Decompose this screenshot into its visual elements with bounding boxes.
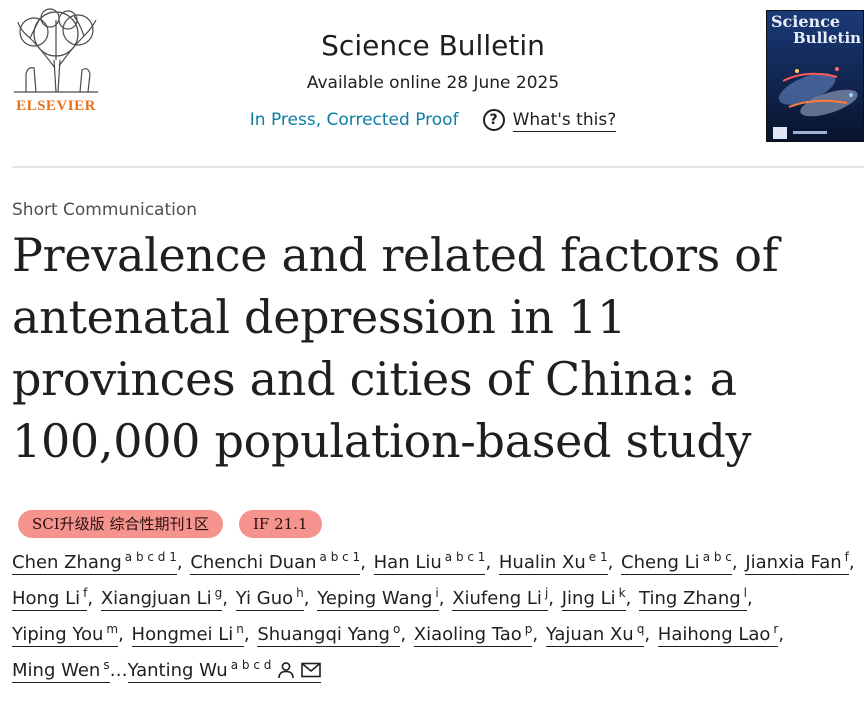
author-affiliation-marks: r [773,622,779,636]
author-name: Yiping You [12,624,104,645]
author-name: Jianxia Fan [745,552,842,573]
available-online-date: Available online 28 June 2025 [306,73,560,93]
help-circle-icon: ? [482,109,505,131]
author-affiliation-marks: a b c [702,550,732,564]
author-name: Cheng Li [621,552,700,573]
author-affiliation-marks: k [618,586,626,600]
author-name: Chenchi Duan [190,552,317,573]
author-link[interactable]: Ting Zhang l [639,586,747,611]
elsevier-logo[interactable]: ELSEVIER [10,8,102,114]
author-link[interactable]: Shuangqi Yang o [257,622,401,647]
author-affiliation-marks: p [524,622,533,636]
author-name: Han Liu [373,552,442,573]
journal-badges: SCI升级版 综合性期刊1区 IF 21.1 [18,510,322,538]
author-affiliation-marks: h [296,586,304,600]
author-affiliation-marks: g [214,586,223,600]
author-name: Xiufeng Li [452,588,542,609]
author-affiliation-marks: s [103,658,110,672]
author-name: Yi Guo [235,588,294,609]
article-status-row: In Press, Corrected Proof ? What's this? [160,106,706,134]
author-name: Xiaoling Tao [413,624,522,645]
author-name: Ming Wen [12,660,101,681]
article-type: Short Communication [12,200,198,220]
author-link[interactable]: Chen Zhang a b c d 1 [12,550,177,575]
author-name: Yanting Wu [127,660,228,681]
author-link[interactable]: Yiping You m [12,622,119,647]
elsevier-tree-icon [14,8,98,93]
author-name: Yeping Wang [317,588,433,609]
author-affiliation-marks: a b c 1 [444,550,486,564]
journal-title[interactable]: Science Bulletin [321,29,545,62]
author-link[interactable]: Xiaoling Tao p [413,622,533,647]
author-link[interactable]: Hualin Xu e 1 [498,550,608,575]
in-press-link[interactable]: In Press, Corrected Proof [249,110,459,130]
cover-artwork [767,11,863,141]
author-link[interactable]: Jing Li k [561,586,626,611]
person-icon[interactable] [277,661,295,679]
author-affiliation-marks: j [544,586,549,600]
author-affiliation-marks: l [743,586,747,600]
author-affiliation-marks: a b c 1 [319,550,361,564]
author-affiliation-marks: q [636,622,645,636]
author-affiliation-marks: f [844,550,849,564]
author-link[interactable]: Hong Li f [12,586,88,611]
author-name: Chen Zhang [12,552,122,573]
publisher-name: ELSEVIER [16,98,96,114]
author-list: Chen Zhang a b c d 1, Chenchi Duan a b c 1… [12,550,855,683]
author-link[interactable]: Jianxia Fan f [745,550,849,575]
article-title: Prevalence and related factors of antena… [12,228,779,468]
author-affiliation-marks: m [106,622,119,636]
whats-this-button[interactable]: ? What's this? [482,109,617,132]
impact-factor-badge: IF 21.1 [239,510,322,538]
author-link[interactable]: Yeping Wang i [317,586,439,611]
author-name: Yajuan Xu [545,624,634,645]
cover-title-line1: Science [771,12,841,31]
author-contact-icons [277,661,322,679]
author-name: Hualin Xu [498,552,586,573]
author-link[interactable]: Yi Guo h [235,586,304,611]
author-link[interactable]: Han Liu a b c 1 [373,550,486,575]
author-affiliation-marks: f [83,586,88,600]
author-link[interactable]: Cheng Li a b c [621,550,732,575]
author-link[interactable]: Xiufeng Li j [452,586,549,611]
author-link[interactable]: Hongmei Li n [131,622,244,647]
whats-this-label: What's this? [512,109,617,132]
page-header: ELSEVIER Science Bulletin Available onli… [0,0,868,168]
author-name: Hongmei Li [131,624,234,645]
cover-title: Science Bulletin [771,12,863,47]
cover-title-line2: Bulletin [793,29,862,47]
author-name: Haihong Lao [657,624,771,645]
author-affiliation-marks: a b c d [230,658,272,672]
author-name: Xiangjuan Li [100,588,212,609]
author-name: Jing Li [561,588,616,609]
header-divider [12,166,864,168]
author-name: Ting Zhang [639,588,741,609]
envelope-icon[interactable] [301,662,322,678]
author-link[interactable]: Chenchi Duan a b c 1 [190,550,361,575]
author-link[interactable]: Xiangjuan Li g [100,586,223,611]
author-affiliation-marks: o [392,622,401,636]
author-affiliation-marks: n [236,622,244,636]
author-affiliation-marks: a b c d 1 [124,550,177,564]
journal-info: Science Bulletin Available online 28 Jun… [160,26,706,134]
author-ellipsis[interactable]: … [109,660,128,681]
author-link[interactable]: Haihong Lao r [657,622,779,647]
author-name: Hong Li [12,588,81,609]
sci-rank-badge: SCI升级版 综合性期刊1区 [18,510,223,538]
author-link[interactable]: Ming Wen s [12,658,110,683]
author-link[interactable]: Yajuan Xu q [545,622,645,647]
journal-cover-image[interactable]: Science Bulletin [766,10,864,142]
author-affiliation-marks: e 1 [588,550,608,564]
author-name: Shuangqi Yang [257,624,390,645]
author-link[interactable]: Yanting Wu a b c d [127,658,322,683]
author-affiliation-marks: i [435,586,439,600]
